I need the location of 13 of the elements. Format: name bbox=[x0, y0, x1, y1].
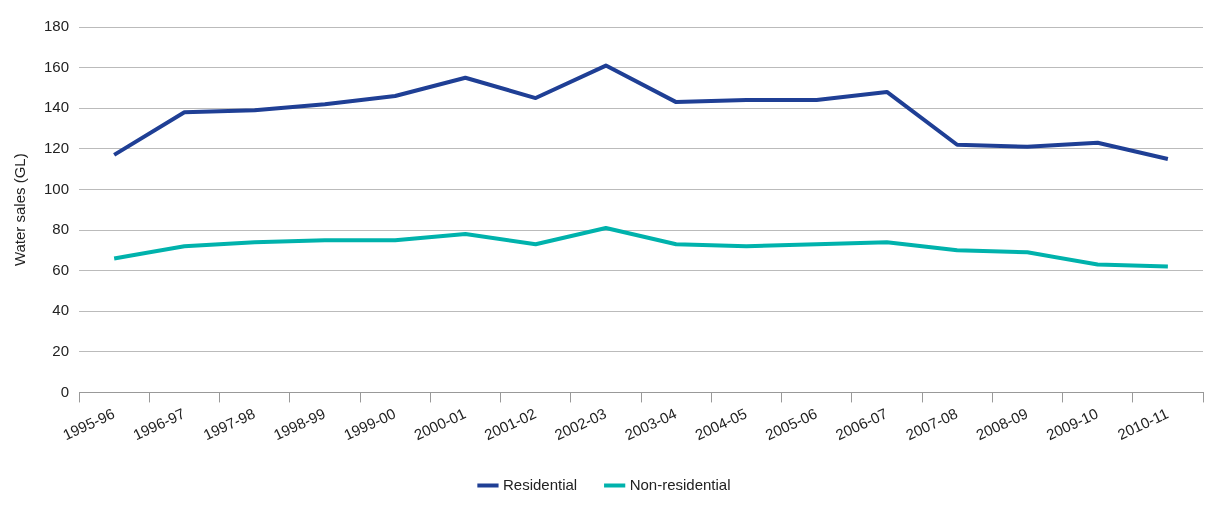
y-tick-label: 160 bbox=[44, 57, 70, 75]
y-tick-label: 100 bbox=[44, 179, 70, 197]
legend-label: Residential bbox=[502, 475, 578, 493]
y-axis-title: Water sales (GL) bbox=[11, 153, 29, 267]
y-tick-label: 20 bbox=[52, 341, 70, 359]
y-tick-label: 140 bbox=[44, 98, 70, 116]
legend-label: Non-residential bbox=[629, 475, 731, 493]
y-tick-label: 180 bbox=[44, 17, 70, 35]
y-tick-label: 80 bbox=[52, 220, 70, 238]
y-tick-label: 60 bbox=[52, 260, 70, 278]
y-tick-label: 0 bbox=[60, 382, 70, 400]
y-tick-label: 120 bbox=[44, 138, 70, 156]
y-tick-label: 40 bbox=[52, 301, 70, 319]
